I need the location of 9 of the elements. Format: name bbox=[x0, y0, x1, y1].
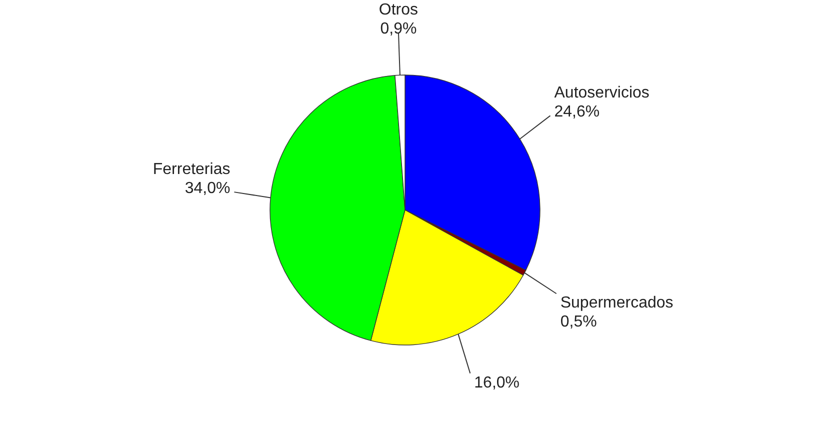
slice-label: Supermercados bbox=[560, 294, 674, 312]
data-label: 24,6% bbox=[554, 104, 600, 121]
data-label: 0,5% bbox=[560, 314, 597, 331]
data-label: 16,0% bbox=[474, 374, 520, 392]
data-label: 0,9% bbox=[380, 20, 417, 38]
data-label: 34,0% bbox=[184, 180, 230, 198]
slice-label: Autoservicios bbox=[554, 84, 650, 102]
slice-label: Ferreterias bbox=[152, 161, 230, 178]
slice-label: Otros bbox=[378, 2, 418, 19]
